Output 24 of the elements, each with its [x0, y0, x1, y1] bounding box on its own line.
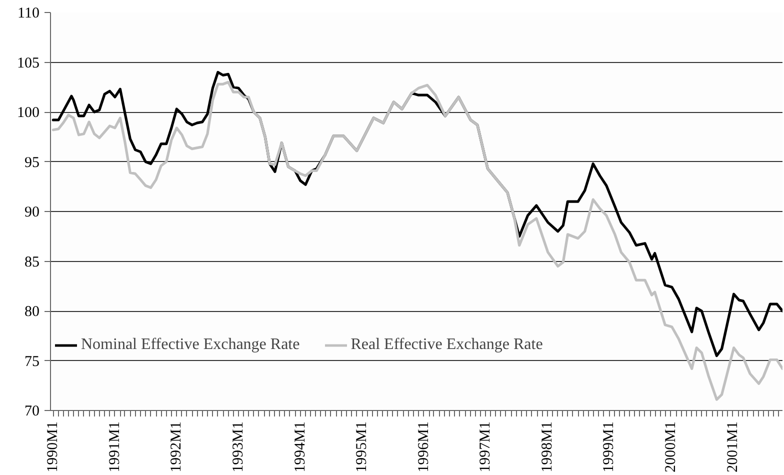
y-tick-label: 75: [24, 354, 40, 370]
x-tick-label: 1999M1: [601, 421, 618, 472]
y-tick-label: 95: [24, 154, 40, 171]
x-tick-label: 1995M1: [354, 421, 370, 472]
x-tick-label: 1993M1: [230, 421, 247, 472]
x-tick-label: 1996M1: [416, 421, 432, 472]
y-tick-label: 105: [17, 55, 40, 72]
legend-label: Real Effective Exchange Rate: [350, 336, 543, 354]
x-tick-label: 1998M1: [539, 421, 556, 472]
y-tick-label: 85: [24, 254, 40, 270]
line-series: [52, 80, 782, 401]
x-tick-label: 2000M1: [662, 421, 679, 472]
x-tick-label: 1997M1: [478, 421, 494, 472]
legend-label: Nominal Effective Exchange Rate: [81, 336, 300, 354]
y-tick-label: 70: [24, 404, 40, 420]
x-tick-label: 1991M1: [106, 421, 123, 472]
x-tick-label: 1990M1: [45, 421, 62, 472]
y-tick-label: 100: [17, 105, 40, 121]
y-tick-label: 90: [24, 204, 40, 220]
x-tick-label: 1992M1: [168, 421, 185, 472]
x-tick-label: 1994M1: [292, 421, 308, 472]
x-tick-label: 2001M1: [724, 421, 741, 472]
y-tick-label: 80: [24, 304, 40, 320]
y-tick-label: 110: [18, 6, 40, 22]
